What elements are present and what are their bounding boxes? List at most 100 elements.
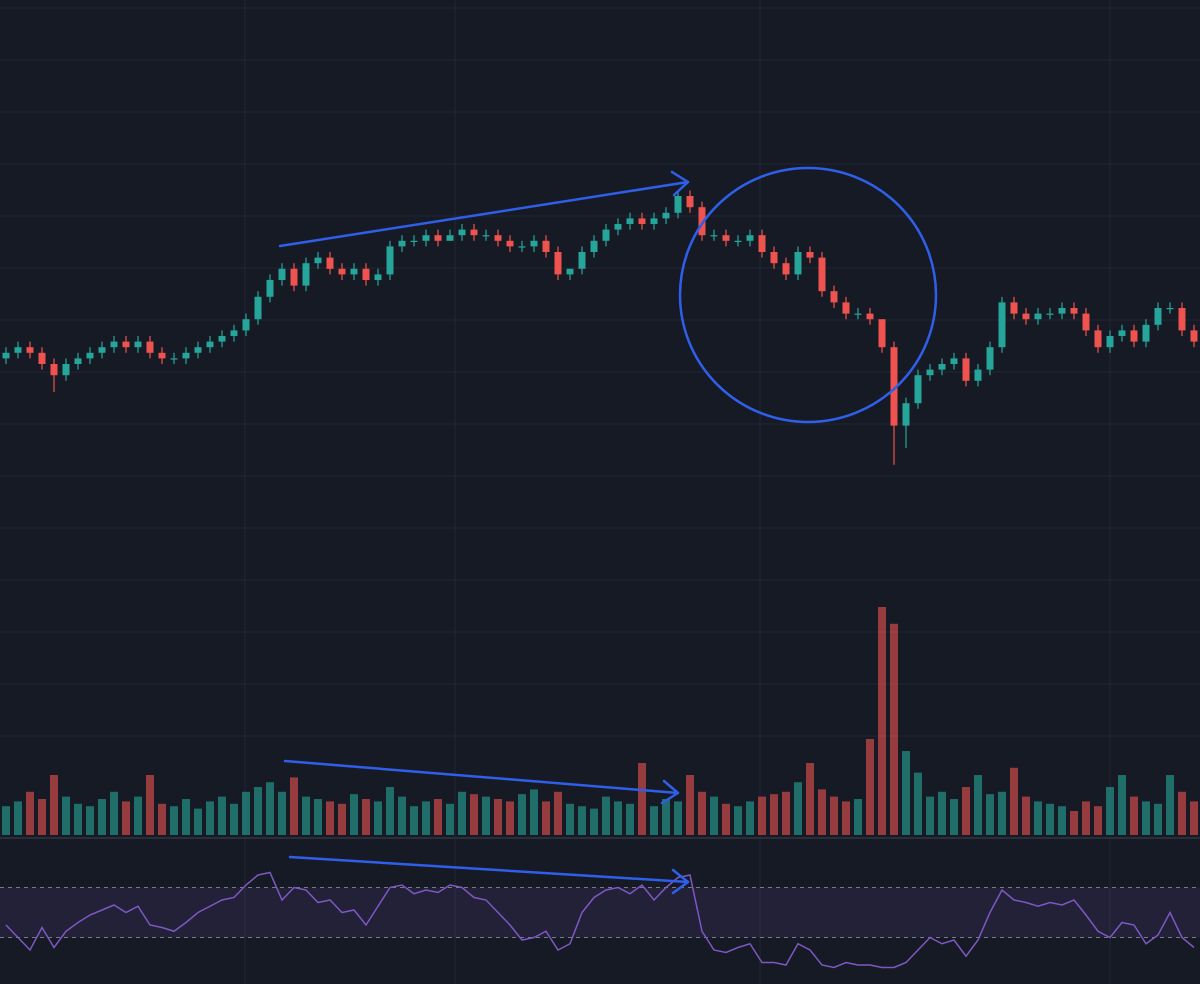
volume-bar	[494, 799, 502, 835]
candle-body	[794, 252, 802, 275]
candle-body	[98, 347, 106, 353]
volume-bar	[446, 803, 454, 835]
candle-body	[686, 196, 694, 208]
candle-body	[338, 268, 346, 275]
volume-bar	[1178, 791, 1186, 835]
volume-bar	[206, 801, 214, 835]
candle-body	[170, 358, 178, 360]
volume-bar	[230, 803, 238, 835]
volume-bar	[254, 787, 262, 835]
candle-body	[446, 235, 454, 241]
volume-bar	[866, 739, 874, 835]
volume-bar	[986, 794, 994, 835]
candle-body	[134, 341, 142, 348]
volume-bar	[674, 801, 682, 835]
candle-body	[758, 235, 766, 252]
candle-body	[590, 240, 598, 252]
candle-body	[890, 347, 898, 426]
candle-body	[194, 347, 202, 353]
candle-body	[938, 364, 946, 370]
volume-bar	[1010, 767, 1018, 835]
candle-body	[482, 235, 490, 237]
volume-bar	[854, 799, 862, 835]
volume-bar	[302, 796, 310, 835]
arrow-head	[660, 779, 680, 805]
candle-body	[14, 347, 22, 353]
volume-bar	[470, 794, 478, 835]
volume-bar	[134, 796, 142, 835]
candle-body	[830, 291, 838, 303]
volume-bar	[818, 789, 826, 835]
volume-bar	[962, 787, 970, 835]
candle-body	[386, 246, 394, 275]
candle-body	[1082, 313, 1090, 331]
candle-body	[902, 403, 910, 426]
candle-body	[434, 235, 442, 241]
volume-bar	[110, 791, 118, 835]
candle-body	[554, 252, 562, 275]
volume-bar	[554, 791, 562, 835]
candle-body	[254, 296, 262, 320]
candle-body	[26, 347, 34, 353]
candle-body	[362, 268, 370, 280]
candle-body	[782, 263, 790, 275]
candle-body	[182, 352, 190, 359]
volume-bar	[1046, 803, 1054, 835]
rsi-band	[0, 887, 1200, 938]
volume-bar	[38, 799, 46, 835]
candle-body	[566, 268, 574, 275]
candle-body	[86, 352, 94, 359]
volume-bar	[902, 751, 910, 835]
volume-bar	[1094, 806, 1102, 835]
candle-body	[314, 257, 322, 264]
volume-bar	[746, 801, 754, 835]
candle-body	[1106, 336, 1114, 348]
candle-body	[278, 268, 286, 280]
volume-bar	[518, 794, 526, 835]
candle-body	[374, 274, 382, 280]
candle-body	[1070, 308, 1078, 314]
volume-bar	[590, 808, 598, 835]
candle-body	[494, 235, 502, 241]
candle-body	[518, 246, 526, 248]
volume-bar	[50, 775, 58, 835]
volume-bar	[842, 801, 850, 835]
candle-body	[1142, 324, 1150, 342]
candle-body	[650, 218, 658, 224]
volume-bar	[2, 806, 10, 835]
volume-bar	[158, 803, 166, 835]
arrow-head	[671, 868, 690, 895]
candle-body	[854, 313, 862, 315]
candle-body	[206, 341, 214, 348]
candle-body	[1058, 308, 1066, 314]
candle-body	[842, 302, 850, 314]
arrow-head	[670, 170, 690, 197]
volume-bar	[638, 763, 646, 835]
candle-body	[326, 257, 334, 269]
volume-bar	[566, 803, 574, 835]
candle-body	[398, 240, 406, 247]
volume-bar	[890, 623, 898, 835]
candle-body	[230, 330, 238, 336]
highlight-circle	[678, 166, 938, 424]
candle-body	[2, 352, 10, 359]
candle-body	[1190, 330, 1198, 342]
volume-bar	[626, 803, 634, 835]
candle-body	[578, 252, 586, 269]
volume-bar	[1142, 801, 1150, 835]
volume-bar	[338, 803, 346, 835]
volume-bar	[806, 763, 814, 835]
candle-body	[302, 263, 310, 286]
volume-bar	[614, 801, 622, 835]
volume-bar	[914, 772, 922, 835]
candle-body	[806, 252, 814, 258]
volume-bar	[1190, 801, 1198, 835]
candle-body	[638, 218, 646, 224]
volume-bar	[650, 806, 658, 835]
candle-body	[914, 375, 922, 404]
volume-bar	[602, 796, 610, 835]
volume-bar	[350, 794, 358, 835]
candle-body	[506, 240, 514, 247]
volume-bar	[362, 799, 370, 835]
